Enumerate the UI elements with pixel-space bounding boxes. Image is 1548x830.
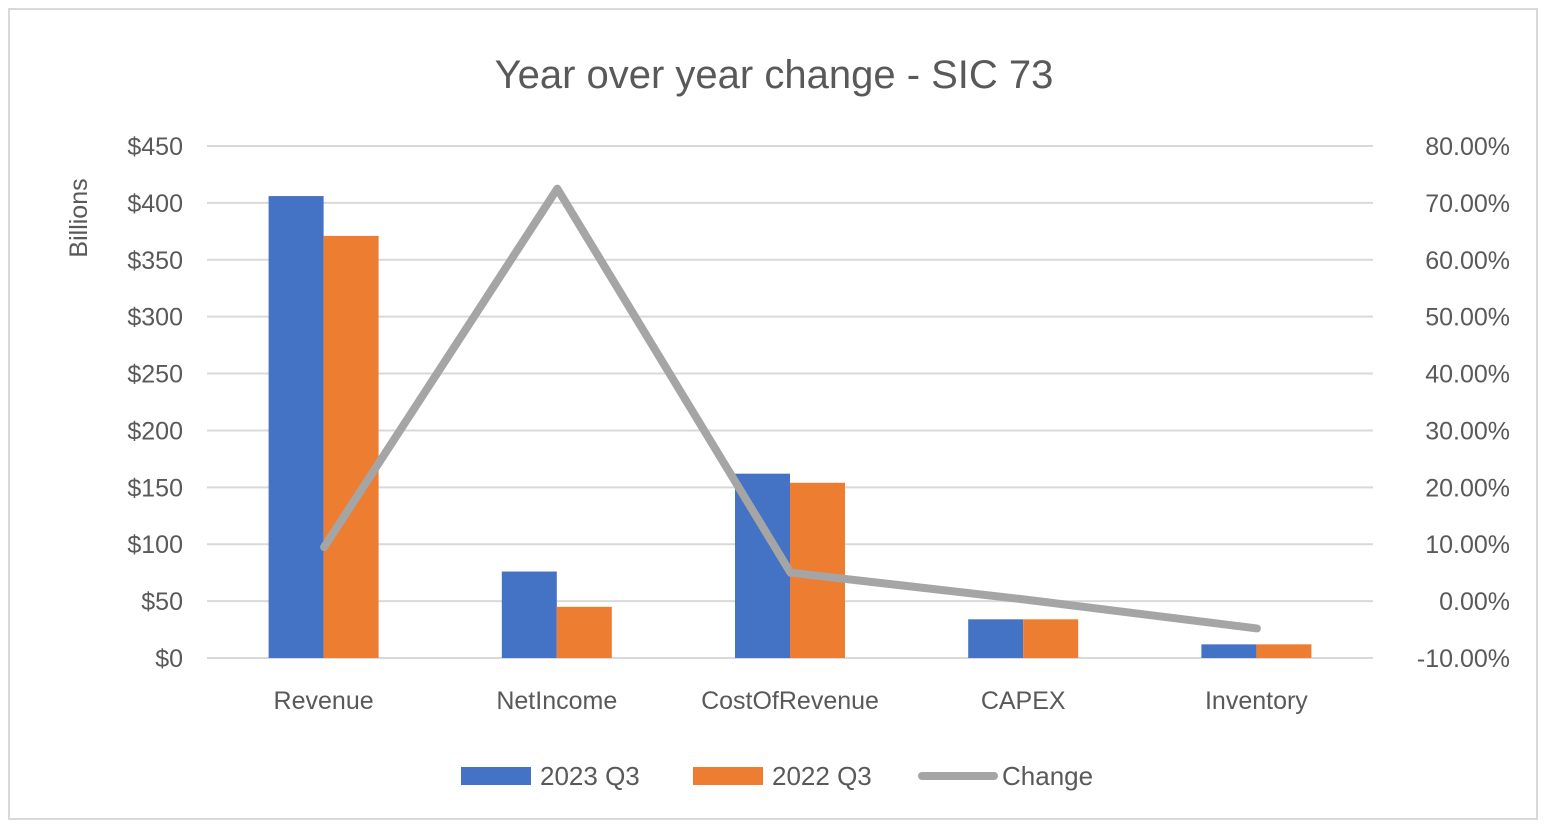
left-axis-ticks: $0 $50 $100 $150 $200 $250 $300 $350 $400 $450 [127,133,183,673]
bar-2022-q3-capex [1023,619,1079,658]
category-label: CAPEX [981,687,1066,715]
bar-2023-q3-costofrevenue [735,473,790,658]
left-tick-label: $50 [141,588,183,616]
line-series-change [320,184,1261,633]
right-tick-label: 80.00% [1425,133,1510,161]
right-tick-label: 60.00% [1425,247,1510,275]
left-tick-label: $300 [127,304,183,332]
left-tick-label: $350 [127,247,183,275]
change-line [320,184,1261,633]
left-tick-label: $0 [155,645,183,673]
bar-2023-q3-capex [968,619,1024,658]
legend: 2023 Q3 2022 Q3 Change [461,761,1093,791]
left-tick-label: $250 [127,361,183,389]
category-label: NetIncome [496,687,617,715]
chart-title: Year over year change - SIC 73 [495,53,1054,97]
right-tick-label: 30.00% [1425,417,1510,445]
category-label: CostOfRevenue [701,687,879,715]
right-axis-ticks: -10.00% 0.00% 10.00% 20.00% 30.00% 40.00% 50.0… [1417,133,1510,673]
right-tick-label: 20.00% [1425,474,1510,502]
bar-2022-q3-inventory [1256,644,1312,658]
bars [268,196,1312,658]
legend-swatch-2023-q3 [461,767,531,785]
bar-2023-q3-netincome [501,571,557,658]
legend-label: 2022 Q3 [772,761,872,791]
y-axis-label: Billions [65,178,93,257]
right-tick-label: 10.00% [1425,531,1510,559]
category-label: Revenue [274,687,374,715]
legend-label: Change [1002,761,1093,791]
right-tick-label: 70.00% [1425,190,1510,218]
right-tick-label: -10.00% [1417,645,1510,673]
right-tick-label: 0.00% [1439,588,1510,616]
left-tick-label: $450 [127,133,183,161]
legend-swatch-2022-q3 [693,767,763,785]
gridlines [207,145,1373,659]
bar-2022-q3-revenue [323,235,379,658]
left-tick-label: $400 [127,190,183,218]
bar-2023-q3-inventory [1201,644,1257,658]
right-tick-label: 50.00% [1425,304,1510,332]
bar-2023-q3-revenue [268,196,324,658]
legend-label: 2023 Q3 [540,761,640,791]
category-labels: Revenue NetIncome CostOfRevenue CAPEX Invent… [274,687,1309,715]
bar-2022-q3-netincome [556,606,612,658]
left-tick-label: $100 [127,531,183,559]
chart-frame: Year over year change - SIC 73 Billions … [8,8,1538,820]
left-tick-label: $150 [127,474,183,502]
category-label: Inventory [1205,687,1308,715]
right-tick-label: 40.00% [1425,361,1510,389]
chart-svg: Year over year change - SIC 73 Billions … [65,53,1510,791]
left-tick-label: $200 [127,417,183,445]
